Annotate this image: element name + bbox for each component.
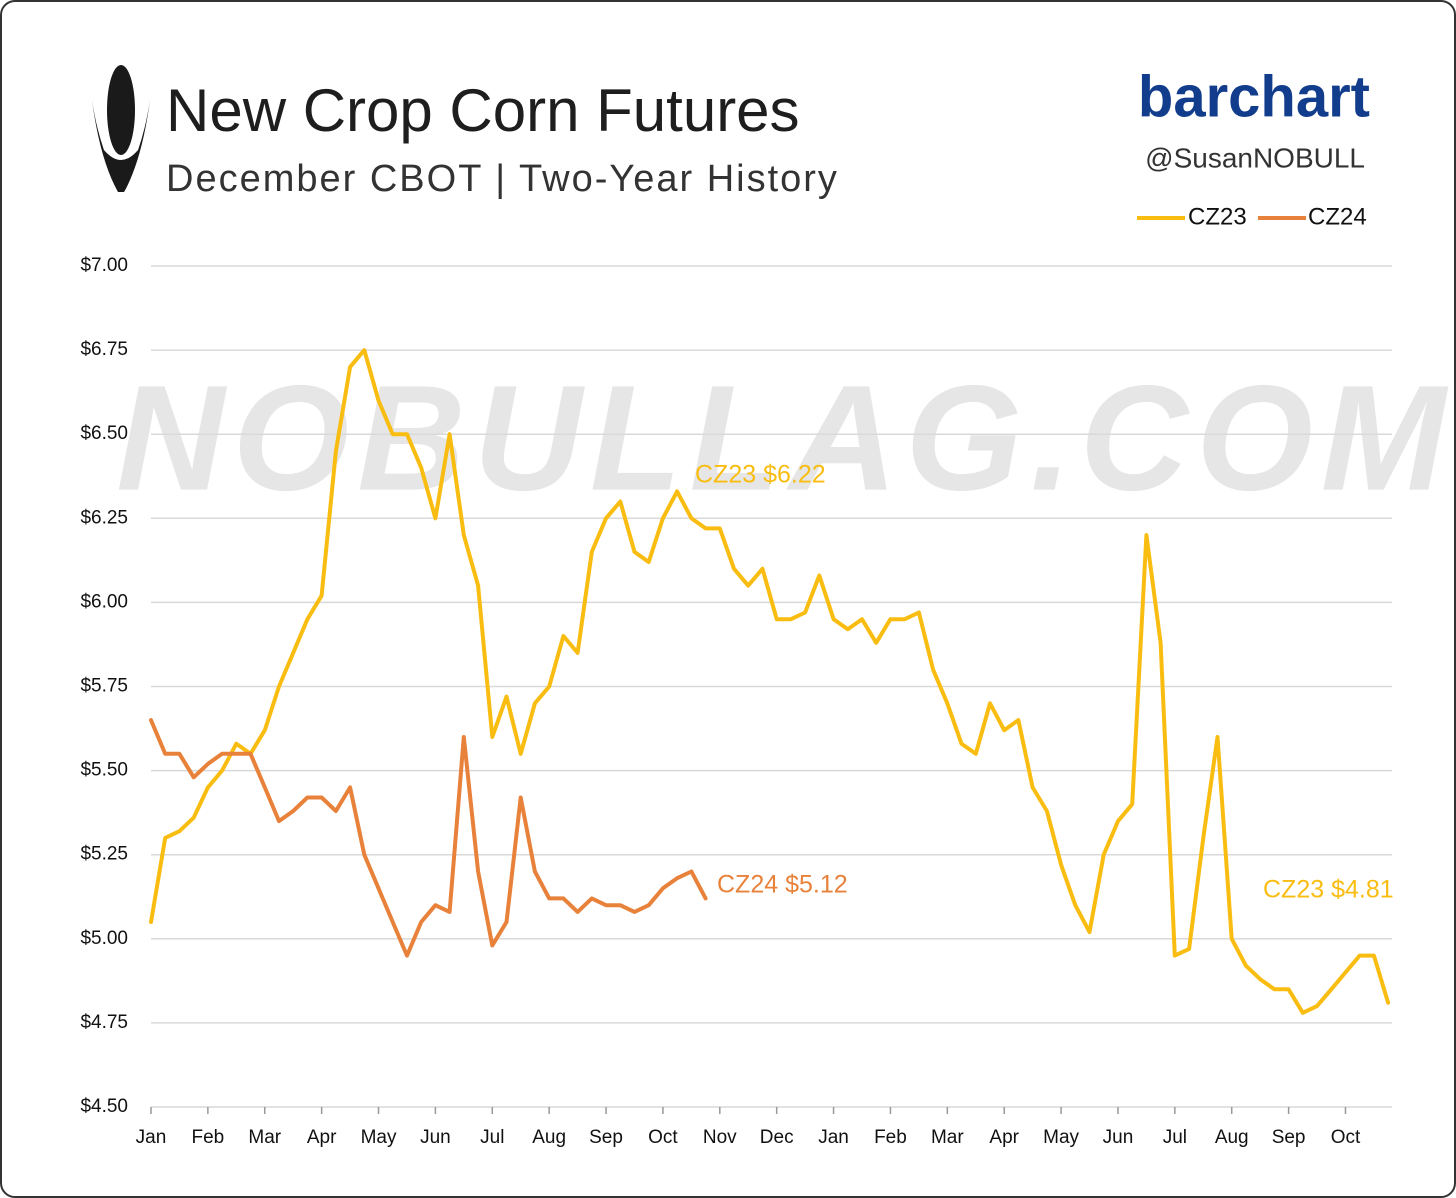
x-tick-label: Oct [1331,1127,1361,1148]
y-tick-label: $4.75 [80,1012,128,1033]
x-tick-label: Aug [1215,1127,1249,1148]
x-tick-label: Mar [248,1127,281,1148]
x-tick-label: Mar [931,1127,964,1148]
x-tick-label: Sep [589,1127,623,1148]
x-tick-label: May [1043,1127,1079,1148]
x-tick-label: Aug [532,1127,566,1148]
handle: @SusanNOBULL [1145,142,1365,173]
brand-logo: barchart [1138,64,1370,129]
series-line [149,348,1391,1015]
y-tick-label: $5.00 [80,928,128,949]
y-tick-label: $6.25 [80,507,128,528]
y-tick-label: $5.75 [80,676,128,697]
x-tick-label: Sep [1272,1127,1306,1148]
annotation: CZ23 $6.22 [695,461,826,489]
x-tick-label: Apr [989,1127,1019,1148]
y-tick-label: $6.50 [80,423,128,444]
x-tick-label: Jan [818,1127,849,1148]
y-tick-label: $5.25 [80,844,128,865]
y-tick-label: $6.00 [80,591,128,612]
x-tick-label: Jun [420,1127,451,1148]
x-tick-label: Jan [136,1127,167,1148]
annotation: CZ24 $5.12 [717,871,848,899]
watermark: NOBULLAG.COM [116,354,1454,522]
x-tick-label: Jul [480,1127,504,1148]
y-tick-label: $5.50 [80,760,128,781]
corn-icon [92,65,150,192]
x-tick-label: May [361,1127,397,1148]
annotation: CZ23 $4.81 [1263,876,1394,904]
chart-title: New Crop Corn Futures [166,77,800,144]
x-tick-label: Feb [192,1127,225,1148]
x-tick-label: Feb [874,1127,907,1148]
x-tick-label: Nov [703,1127,737,1148]
x-tick-label: Jun [1103,1127,1134,1148]
x-tick-label: Dec [760,1127,794,1148]
chart-subtitle: December CBOT | Two-Year History [166,158,839,200]
x-tick-label: Oct [648,1127,678,1148]
x-tick-label: Jul [1163,1127,1187,1148]
y-tick-label: $6.75 [80,339,128,360]
legend-label: CZ23 [1188,203,1247,230]
y-tick-label: $4.50 [80,1096,128,1117]
x-tick-label: Apr [307,1127,337,1148]
series-line [149,718,708,958]
legend-label: CZ24 [1308,203,1367,230]
y-tick-label: $7.00 [80,255,128,276]
